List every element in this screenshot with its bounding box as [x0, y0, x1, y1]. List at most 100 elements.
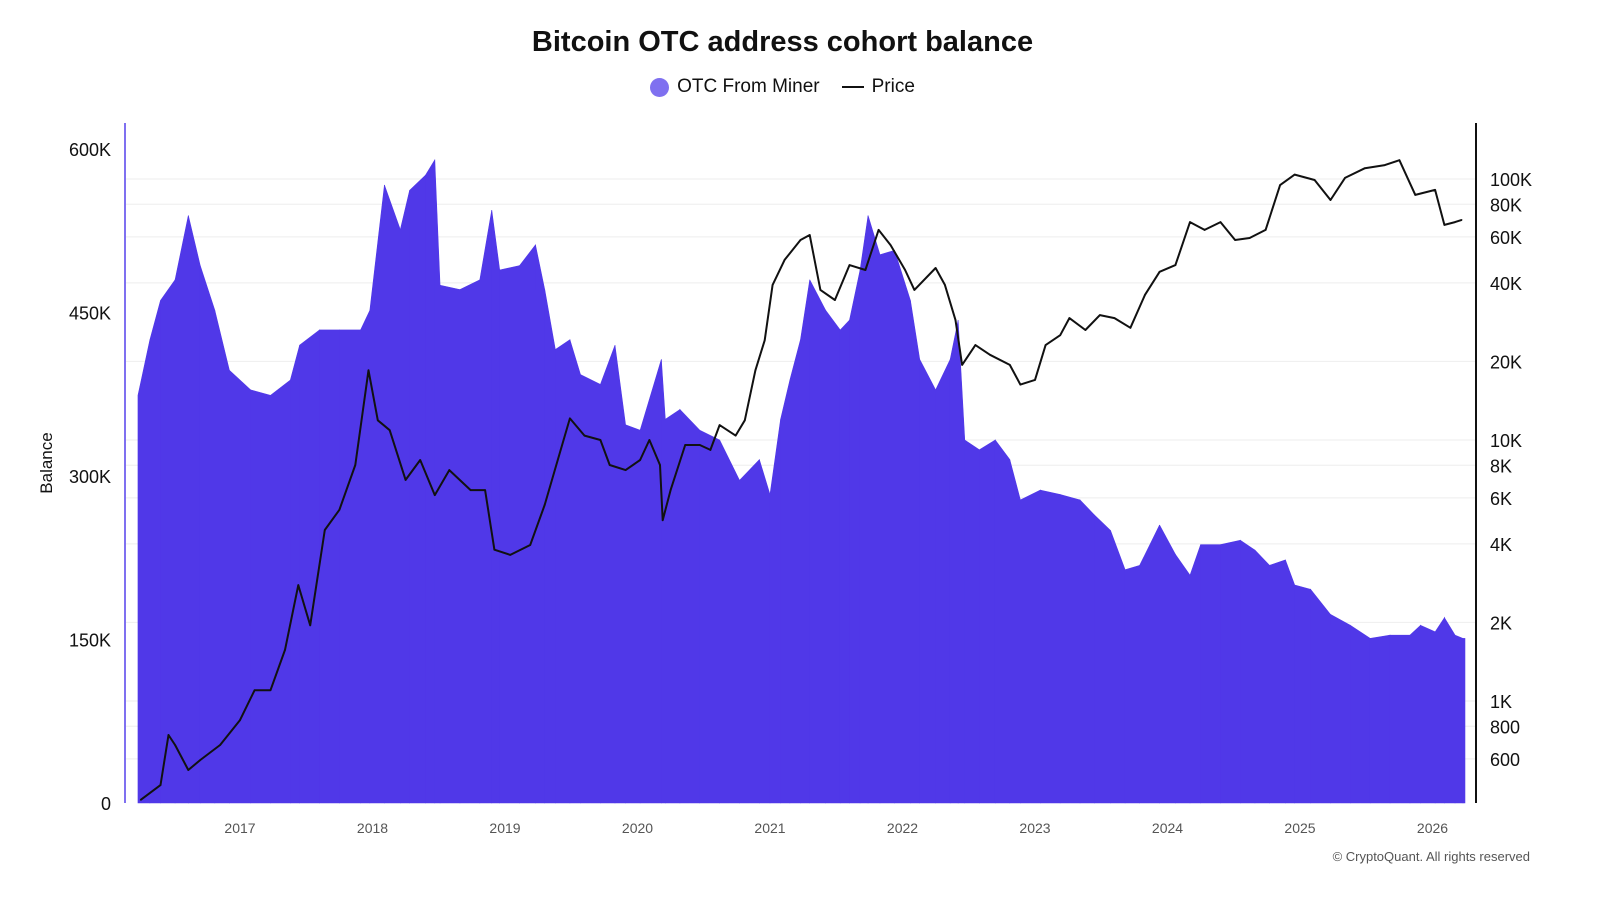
x-tick: 2025	[1284, 820, 1315, 836]
balance-bar	[1020, 489, 1041, 804]
balance-bar	[780, 380, 791, 804]
balance-bar	[1009, 459, 1021, 804]
y-tick-right: 4K	[1490, 535, 1512, 555]
balance-bar	[188, 215, 201, 804]
balance-bar	[1269, 559, 1286, 804]
balance-bar	[759, 459, 771, 804]
legend-item-otc-from-miner[interactable]: OTC From Miner	[650, 76, 820, 98]
price-point	[1174, 264, 1177, 266]
legend: OTC From Miner Price	[0, 76, 1565, 98]
price-point	[799, 239, 802, 241]
price-point	[569, 417, 571, 420]
price-point	[324, 529, 326, 531]
legend-label-otc: OTC From Miner	[677, 76, 820, 97]
balance-bar	[789, 339, 801, 804]
balance-bar	[409, 174, 426, 804]
balance-bar	[174, 215, 189, 804]
balance-bar	[739, 458, 760, 804]
price-point	[639, 459, 641, 461]
balance-bar	[661, 359, 666, 804]
price-point	[174, 744, 176, 746]
price-point	[1034, 379, 1036, 381]
balance-bar	[957, 320, 966, 804]
price-line	[140, 159, 1463, 801]
price-point	[1158, 271, 1161, 273]
price-point	[961, 364, 963, 366]
price-point	[509, 554, 512, 556]
price-point	[1059, 334, 1061, 337]
price-point	[338, 509, 341, 511]
price-point	[309, 624, 312, 627]
price-point	[1009, 364, 1011, 366]
balance-bar	[964, 439, 980, 804]
balance-bar	[439, 284, 461, 804]
balance-bar	[270, 379, 291, 804]
price-point	[1398, 159, 1401, 162]
price-point	[989, 354, 991, 356]
price-point	[754, 369, 757, 372]
balance-bar	[1330, 613, 1351, 804]
price-point	[1144, 294, 1146, 296]
balance-bar	[479, 209, 493, 804]
price-point	[808, 234, 811, 236]
balance-bars	[137, 158, 1466, 804]
price-point	[1234, 239, 1236, 241]
price-point	[744, 419, 746, 422]
y-tick-left: 300K	[69, 467, 111, 487]
price-point	[698, 444, 701, 446]
y-tick-right: 800	[1490, 717, 1520, 737]
y-tick-left: 150K	[69, 631, 111, 651]
price-point	[771, 284, 774, 286]
balance-bar	[434, 159, 441, 804]
price-point	[1189, 221, 1191, 223]
balance-bar	[919, 359, 936, 804]
price-point	[1364, 167, 1366, 169]
chart-title: Bitcoin OTC address cohort balance	[531, 26, 1034, 58]
balance-bar	[199, 265, 216, 804]
balance-bar	[384, 184, 401, 804]
price-point	[934, 267, 937, 269]
balance-bar	[319, 329, 340, 804]
price-point	[559, 449, 562, 451]
balance-bar	[360, 310, 371, 804]
price-point	[877, 229, 880, 231]
legend-item-price[interactable]: Price	[841, 76, 915, 98]
price-point	[1219, 221, 1222, 223]
price-point	[913, 289, 916, 291]
balance-bar	[1369, 634, 1391, 804]
balance-bar	[459, 279, 481, 804]
price-point	[1113, 317, 1116, 319]
price-point	[819, 289, 822, 291]
price-point	[1443, 224, 1446, 226]
balance-bar	[809, 279, 826, 804]
balance-bar	[229, 369, 251, 804]
x-tick: 2026	[1417, 820, 1448, 836]
x-tick: 2018	[357, 820, 388, 836]
balance-bar	[1454, 634, 1464, 804]
price-point	[669, 489, 672, 491]
y-tick-right: 2K	[1490, 613, 1512, 633]
price-point	[367, 369, 370, 372]
balance-bar	[1285, 559, 1295, 804]
price-point	[1454, 221, 1456, 223]
price-point	[608, 464, 611, 466]
price-point	[139, 799, 142, 801]
price-point	[718, 424, 721, 426]
y-tick-left: 450K	[69, 304, 111, 324]
price-point	[484, 489, 486, 491]
price-point	[624, 469, 627, 471]
balance-bar	[894, 250, 911, 804]
balance-bar	[1079, 499, 1095, 804]
price-point	[661, 519, 664, 521]
balance-bar	[867, 215, 881, 804]
balance-bar	[1175, 553, 1191, 804]
balance-bar	[1124, 564, 1140, 804]
balance-bar	[137, 339, 151, 804]
price-point	[269, 689, 272, 691]
balance-bar	[149, 300, 161, 804]
price-point	[1068, 317, 1071, 319]
balance-bar	[1240, 539, 1256, 804]
balance-bar	[1040, 489, 1061, 804]
balance-bar	[369, 184, 385, 804]
